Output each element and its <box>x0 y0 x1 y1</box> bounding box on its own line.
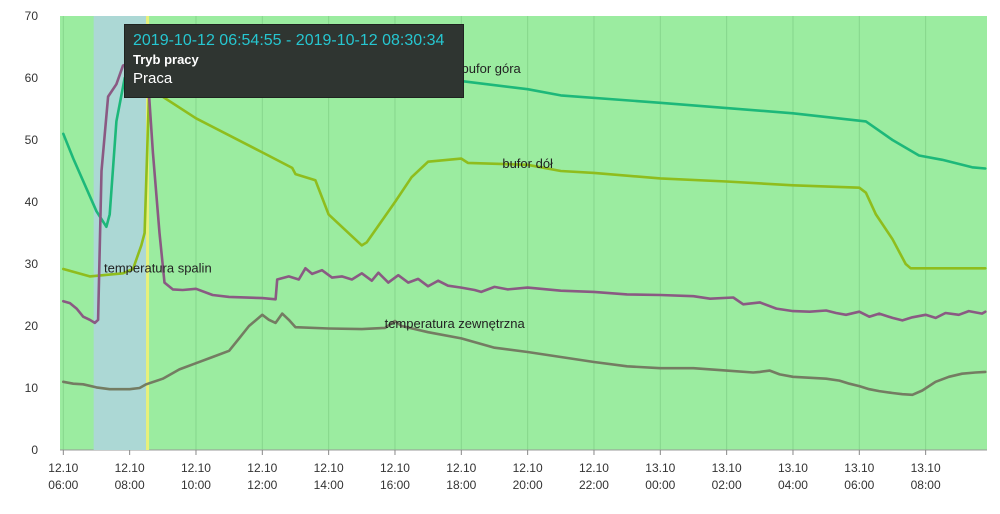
y-tick-label: 40 <box>25 195 39 209</box>
x-tick-day: 12.10 <box>446 461 476 475</box>
series-labels: bufor góra bufor dół temperatura spalin tem… <box>104 61 553 331</box>
x-tick-time: 18:00 <box>446 478 476 492</box>
x-tick-day: 13.10 <box>911 461 941 475</box>
y-axis: 0 10 20 30 40 50 60 70 <box>25 9 39 457</box>
y-tick-label: 0 <box>31 443 38 457</box>
x-tick-day: 12.10 <box>247 461 277 475</box>
x-tick-day: 12.10 <box>115 461 145 475</box>
x-tick-day: 12.10 <box>48 461 78 475</box>
x-tick-day: 12.10 <box>380 461 410 475</box>
y-tick-label: 30 <box>25 257 39 271</box>
y-tick-label: 50 <box>25 133 39 147</box>
x-tick-day: 12.10 <box>314 461 344 475</box>
series-label: bufor góra <box>462 61 522 76</box>
y-tick-label: 70 <box>25 9 39 23</box>
tooltip-series-name: Tryb pracy <box>133 52 199 67</box>
x-tick-time: 08:00 <box>911 478 941 492</box>
tooltip-time-range: 2019-10-12 06:54:55 - 2019-10-12 08:30:3… <box>133 32 445 49</box>
y-tick-label: 10 <box>25 381 39 395</box>
x-tick-day: 12.10 <box>513 461 543 475</box>
series-label: bufor dół <box>502 156 553 171</box>
series-line[interactable] <box>62 312 987 397</box>
x-tick-time: 04:00 <box>778 478 808 492</box>
x-tick-day: 13.10 <box>778 461 808 475</box>
x-tick-time: 08:00 <box>115 478 145 492</box>
x-axis: 12.10 06:00 12.10 08:00 12.10 10:00 12.10 12:00… <box>48 450 941 492</box>
x-tick-time: 02:00 <box>712 478 742 492</box>
tooltip: 2019-10-12 06:54:55 - 2019-10-12 08:30:3… <box>124 24 464 98</box>
x-tick-day: 13.10 <box>645 461 675 475</box>
tooltip-value: Praca <box>133 70 173 87</box>
x-tick-day: 12.10 <box>181 461 211 475</box>
x-tick-day: 12.10 <box>579 461 609 475</box>
x-tick-time: 06:00 <box>48 478 78 492</box>
series-line[interactable] <box>62 89 987 278</box>
series-label: temperatura zewnętrzna <box>385 316 526 331</box>
x-tick-time: 06:00 <box>844 478 874 492</box>
x-tick-time: 12:00 <box>247 478 277 492</box>
x-tick-time: 10:00 <box>181 478 211 492</box>
x-tick-day: 13.10 <box>844 461 874 475</box>
x-tick-time: 00:00 <box>645 478 675 492</box>
x-tick-time: 20:00 <box>513 478 543 492</box>
series-label: temperatura spalin <box>104 261 212 276</box>
x-tick-day: 13.10 <box>712 461 742 475</box>
y-tick-label: 20 <box>25 319 39 333</box>
x-tick-time: 22:00 <box>579 478 609 492</box>
x-tick-time: 16:00 <box>380 478 410 492</box>
x-tick-time: 14:00 <box>314 478 344 492</box>
y-tick-label: 60 <box>25 71 39 85</box>
